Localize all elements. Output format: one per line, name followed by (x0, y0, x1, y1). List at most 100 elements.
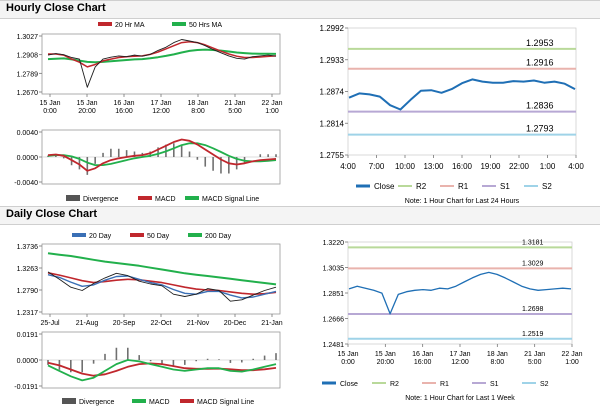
x-tick-label: 15 Jan 0:00 (337, 351, 358, 366)
x-tick-label: 21-Nov (187, 320, 210, 327)
legend-50-hrs-ma: 50 Hrs MA (189, 22, 222, 29)
series-macd (47, 138, 277, 172)
x-tick-label: 10:00 (395, 162, 416, 171)
series-20-day (47, 274, 277, 299)
y-tick-label: 1.3736 (17, 244, 39, 251)
pivot-label-r1: 1.2916 (526, 58, 554, 68)
legend-divergence-swatch (62, 398, 76, 404)
y-tick-label: 1.3027 (17, 34, 39, 41)
pivot-label-s2: 1.2519 (522, 331, 544, 338)
legend-20-day: 20 Day (89, 233, 112, 240)
series-50-day (47, 272, 277, 295)
x-tick-label: 20-Dec (224, 320, 247, 327)
series-close-price (47, 271, 277, 302)
legend-macd-signal-line: MACD Signal Line (197, 399, 254, 406)
legend-r1: R1 (440, 381, 449, 388)
y-tick-label: 0.0040 (17, 130, 39, 137)
pivot-label-r2: 1.3181 (522, 239, 544, 246)
hourly-section-header: Hourly Close Chart (0, 0, 600, 19)
series-macd (47, 359, 277, 382)
series-close-price (47, 39, 277, 88)
y-tick-label: 1.2814 (320, 119, 345, 128)
legend-20-hr-ma: 20 Hr MA (115, 22, 145, 29)
y-tick-label: 0.0000 (17, 358, 39, 365)
pivot-label-s1: 1.2698 (522, 306, 544, 313)
x-tick-label: 13:00 (423, 162, 444, 171)
x-tick-label: 22 Jan 1:00 (261, 100, 282, 115)
x-tick-label: 16 Jan 16:00 (113, 100, 134, 115)
plot-frame (41, 33, 281, 95)
x-tick-label: 22-Oct (150, 320, 171, 327)
chart-note: Note: 1 Hour Chart for Last 24 Hours (405, 198, 520, 205)
y-tick-label: 1.3220 (323, 240, 345, 247)
y-tick-label: 1.2874 (320, 88, 345, 97)
x-tick-label: 17 Jan 12:00 (150, 100, 171, 115)
series-close (348, 78, 576, 111)
x-tick-label: 15 Jan 20:00 (375, 351, 396, 366)
y-tick-label: -0.0040 (14, 180, 38, 187)
weekly-pivot-chart: 1.3220 1.3035 1.2851 1.2666 1.2481 1.3181 1.30… (322, 239, 583, 402)
legend-r1: R1 (458, 182, 469, 191)
legend-macd: MACD (149, 399, 170, 406)
x-tick-label: 25-Jul (40, 320, 60, 327)
y-tick-label: 0.0000 (17, 155, 39, 162)
y-tick-label: 1.2851 (323, 291, 345, 298)
legend-s1: S1 (500, 182, 510, 191)
legend-macd: MACD (155, 196, 176, 203)
x-tick-label: 4:00 (568, 162, 584, 171)
legend-50-day: 50 Day (147, 233, 170, 240)
series-macd-signal-line (47, 361, 277, 377)
x-tick-label: 15 Jan 20:00 (76, 100, 97, 115)
section-title-daily: Daily Close Chart (6, 208, 98, 220)
pivot-label-r1: 1.3029 (522, 260, 544, 267)
y-tick-label: 0.0191 (17, 332, 39, 339)
hourly-pivot-chart: 1.2992 1.2933 1.2874 1.2814 1.2755 1.2953 1.29… (320, 24, 585, 205)
y-tick-label: 1.2481 (323, 342, 345, 349)
y-tick-label: 1.2790 (17, 288, 39, 295)
x-tick-label: 21-Aug (76, 320, 99, 327)
legend-macd-signal-line: MACD Signal Line (202, 196, 259, 203)
y-tick-label: 1.2670 (17, 90, 39, 97)
legend-divergence-swatch (66, 195, 80, 201)
series-close (348, 271, 572, 315)
series-20-hr-ma (48, 41, 277, 68)
x-tick-label: 21-Jan (261, 320, 283, 327)
x-tick-label: 16 Jan 16:00 (412, 351, 433, 366)
x-tick-label: 22:00 (509, 162, 530, 171)
x-tick-label: 17 Jan 12:00 (449, 351, 470, 366)
legend-s2: S2 (540, 381, 549, 388)
daily-section-header: Daily Close Chart (0, 206, 600, 225)
chart-note: Note: 1 Hour Chart for Last 1 Week (405, 395, 515, 402)
x-tick-label: 1:00 (540, 162, 556, 171)
series-macd-signal-line (47, 142, 277, 166)
x-tick-label: 4:00 (340, 162, 356, 171)
y-tick-label: 1.2908 (17, 53, 39, 60)
y-tick-label: 1.2992 (320, 24, 345, 33)
series-200-day (47, 252, 277, 286)
x-tick-label: 19:00 (480, 162, 501, 171)
y-tick-label: 1.3263 (17, 266, 39, 273)
x-tick-label: 18 Jan 8:00 (187, 100, 208, 115)
daily-macd-chart: 0.0191 0.0000 -0.0191 Divergence MACD MACD Si… (14, 331, 281, 406)
legend-200-day: 200 Day (205, 233, 232, 240)
legend-r2: R2 (390, 381, 399, 388)
legend-s2: S2 (542, 182, 552, 191)
legend-r2: R2 (416, 182, 427, 191)
x-tick-label: 7:00 (369, 162, 385, 171)
x-tick-label: 20-Sep (113, 320, 136, 327)
legend-divergence: Divergence (83, 196, 119, 203)
y-tick-label: 1.2666 (323, 317, 345, 324)
legend-close: Close (340, 381, 358, 388)
series-50-hrs-ma (47, 48, 277, 64)
y-tick-label: 1.2317 (17, 310, 39, 317)
section-title-hourly: Hourly Close Chart (6, 2, 106, 14)
pivot-label-s1: 1.2836 (526, 101, 554, 111)
pivot-label-r2: 1.2953 (526, 38, 554, 48)
x-tick-label: 21 Jan 5:00 (224, 100, 245, 115)
x-tick-label: 16:00 (452, 162, 473, 171)
x-tick-label: 21 Jan 5:00 (524, 351, 545, 366)
x-tick-label: 22 Jan 1:00 (561, 351, 582, 366)
y-tick-label: 1.2933 (320, 56, 345, 65)
x-tick-label: 18 Jan 8:00 (487, 351, 508, 366)
